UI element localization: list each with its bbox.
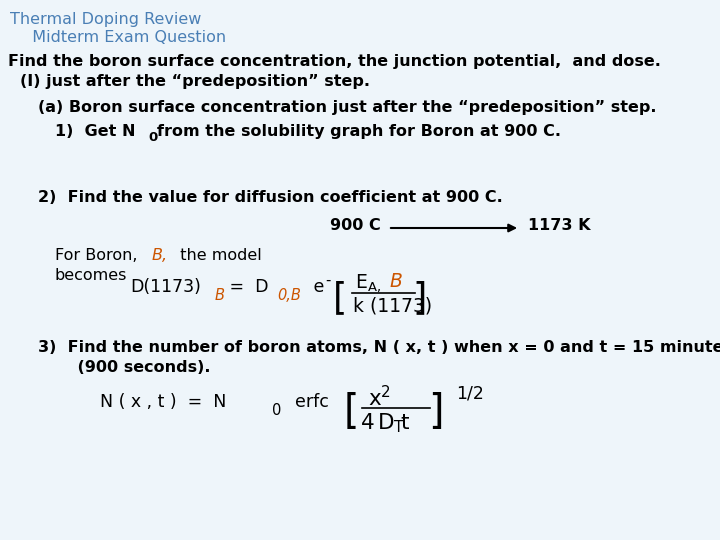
Text: $\mathregular{x^2}$: $\mathregular{x^2}$ xyxy=(368,385,391,410)
Text: B,: B, xyxy=(152,248,168,263)
Text: =  D: = D xyxy=(224,278,269,296)
Text: 0: 0 xyxy=(148,131,157,144)
Text: the model: the model xyxy=(170,248,262,263)
Text: 1173 K: 1173 K xyxy=(528,218,590,233)
Text: -: - xyxy=(325,273,330,288)
Text: $\mathregular{4\, D_T\! t}$: $\mathregular{4\, D_T\! t}$ xyxy=(360,411,410,435)
Text: Thermal Doping Review: Thermal Doping Review xyxy=(10,12,202,27)
Text: 0: 0 xyxy=(272,403,282,418)
Text: e: e xyxy=(308,278,325,296)
Text: [: [ xyxy=(344,392,359,432)
Text: k (1173): k (1173) xyxy=(353,296,432,315)
Text: becomes: becomes xyxy=(55,268,127,283)
Text: B: B xyxy=(215,288,225,303)
Text: erfc: erfc xyxy=(284,393,329,411)
Text: Find the boron surface concentration, the junction potential,  and dose.: Find the boron surface concentration, th… xyxy=(8,54,661,69)
Text: 900 C: 900 C xyxy=(330,218,381,233)
Text: 1/2: 1/2 xyxy=(456,385,484,403)
Text: 2)  Find the value for diffusion coefficient at 900 C.: 2) Find the value for diffusion coeffici… xyxy=(38,190,503,205)
Text: 0,B: 0,B xyxy=(277,288,301,303)
Text: Midterm Exam Question: Midterm Exam Question xyxy=(22,30,226,45)
Text: For Boron,: For Boron, xyxy=(55,248,143,263)
Text: $\mathregular{E_{A,}}$: $\mathregular{E_{A,}}$ xyxy=(355,272,381,294)
Text: ]: ] xyxy=(428,392,444,432)
Text: 1)  Get N: 1) Get N xyxy=(55,124,135,139)
Text: 3)  Find the number of boron atoms, N ( x, t ) when x = 0 and t = 15 minutes: 3) Find the number of boron atoms, N ( x… xyxy=(38,340,720,355)
Text: ]: ] xyxy=(412,280,426,317)
Text: from the solubility graph for Boron at 900 C.: from the solubility graph for Boron at 9… xyxy=(157,124,561,139)
Text: N ( x , t )  =  N: N ( x , t ) = N xyxy=(100,393,226,411)
Text: (900 seconds).: (900 seconds). xyxy=(55,360,210,375)
Text: (I) just after the “predeposition” step.: (I) just after the “predeposition” step. xyxy=(20,74,370,89)
Text: D(1173): D(1173) xyxy=(130,278,201,296)
Text: [: [ xyxy=(333,280,347,317)
Text: (a) Boron surface concentration just after the “predeposition” step.: (a) Boron surface concentration just aft… xyxy=(38,100,657,115)
Text: B: B xyxy=(389,272,402,291)
